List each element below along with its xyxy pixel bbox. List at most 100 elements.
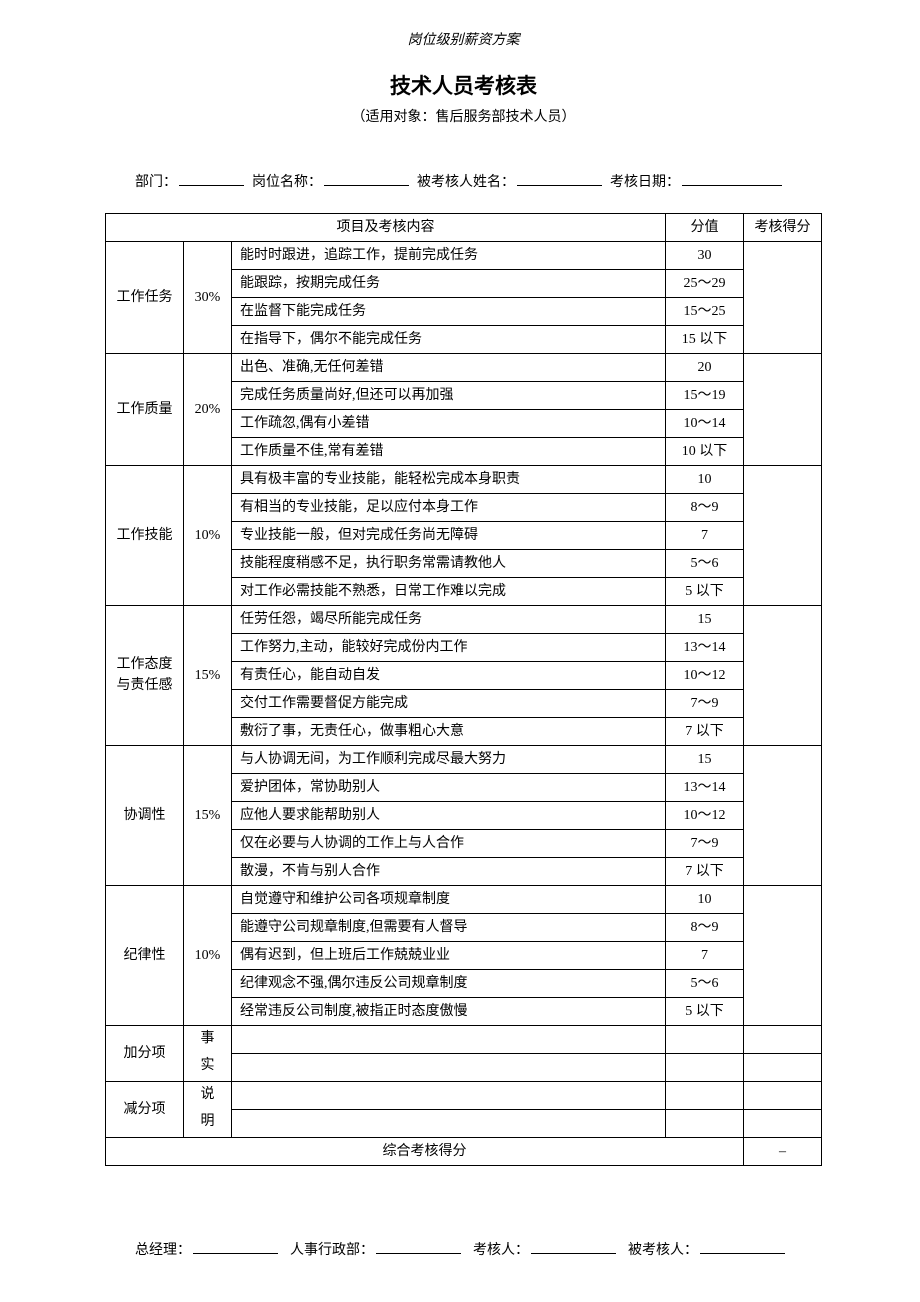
desc-cell: 散漫，不肯与别人合作 bbox=[232, 857, 666, 885]
assessee-input-line[interactable] bbox=[700, 1236, 785, 1254]
desc-cell: 与人协调无间，为工作顺利完成尽最大努力 bbox=[232, 745, 666, 773]
score-cell: 5～6 bbox=[666, 549, 744, 577]
adjustment-result-cell[interactable] bbox=[744, 1053, 822, 1081]
date-field: 考核日期： bbox=[610, 168, 782, 193]
hr-label: 人事行政部： bbox=[290, 1240, 374, 1261]
adjustment-row: 减分项说 bbox=[106, 1081, 822, 1109]
score-cell: 30 bbox=[666, 241, 744, 269]
category-cell: 工作态度与责任感 bbox=[106, 605, 184, 745]
score-cell: 10～12 bbox=[666, 801, 744, 829]
adjustment-desc-cell[interactable] bbox=[232, 1109, 666, 1137]
position-label: 岗位名称： bbox=[252, 172, 322, 193]
desc-cell: 有责任心，能自动自发 bbox=[232, 661, 666, 689]
table-row: 工作质量20%出色、准确,无任何差错20 bbox=[106, 353, 822, 381]
adjustment-desc-cell[interactable] bbox=[232, 1025, 666, 1053]
fact-char-cell: 事 bbox=[184, 1025, 232, 1053]
score-cell: 7 bbox=[666, 521, 744, 549]
score-cell: 10 bbox=[666, 465, 744, 493]
name-input-line[interactable] bbox=[517, 168, 602, 186]
header-score: 分值 bbox=[666, 213, 744, 241]
score-cell: 7 以下 bbox=[666, 717, 744, 745]
assessor-label: 考核人： bbox=[473, 1240, 529, 1261]
weight-cell: 30% bbox=[184, 241, 232, 353]
page-subtitle: （适用对象：售后服务部技术人员） bbox=[105, 107, 822, 128]
score-cell: 5 以下 bbox=[666, 997, 744, 1025]
desc-cell: 纪律观念不强,偶尔违反公司规章制度 bbox=[232, 969, 666, 997]
adjustment-result-cell[interactable] bbox=[744, 1025, 822, 1053]
result-cell[interactable] bbox=[744, 241, 822, 353]
adjustment-row: 明 bbox=[106, 1109, 822, 1137]
score-cell: 7～9 bbox=[666, 829, 744, 857]
category-cell: 工作质量 bbox=[106, 353, 184, 465]
adjustment-result-cell[interactable] bbox=[744, 1081, 822, 1109]
table-row: 纪律性10%自觉遵守和维护公司各项规章制度10 bbox=[106, 885, 822, 913]
assessment-table: 项目及考核内容 分值 考核得分 工作任务30%能时时跟进，追踪工作，提前完成任务… bbox=[105, 213, 822, 1166]
result-cell[interactable] bbox=[744, 605, 822, 745]
score-cell: 15～19 bbox=[666, 381, 744, 409]
desc-cell: 仅在必要与人协调的工作上与人合作 bbox=[232, 829, 666, 857]
date-input-line[interactable] bbox=[682, 168, 782, 186]
category-cell: 工作技能 bbox=[106, 465, 184, 605]
adjustment-desc-cell[interactable] bbox=[232, 1053, 666, 1081]
desc-cell: 具有极丰富的专业技能，能轻松完成本身职责 bbox=[232, 465, 666, 493]
adjustment-result-cell[interactable] bbox=[744, 1109, 822, 1137]
score-cell: 8～9 bbox=[666, 913, 744, 941]
desc-cell: 专业技能一般，但对完成任务尚无障碍 bbox=[232, 521, 666, 549]
assessor-field: 考核人： bbox=[473, 1236, 616, 1261]
result-cell[interactable] bbox=[744, 353, 822, 465]
adjustment-score-cell[interactable] bbox=[666, 1081, 744, 1109]
total-value: – bbox=[744, 1137, 822, 1165]
header-result: 考核得分 bbox=[744, 213, 822, 241]
adjustment-desc-cell[interactable] bbox=[232, 1081, 666, 1109]
gm-input-line[interactable] bbox=[193, 1236, 278, 1254]
page-title: 技术人员考核表 bbox=[105, 71, 822, 103]
dept-label: 部门： bbox=[135, 172, 177, 193]
score-cell: 13～14 bbox=[666, 633, 744, 661]
hr-field: 人事行政部： bbox=[290, 1236, 461, 1261]
result-cell[interactable] bbox=[744, 465, 822, 605]
name-label: 被考核人姓名： bbox=[417, 172, 515, 193]
adjustment-row: 实 bbox=[106, 1053, 822, 1081]
score-cell: 15 bbox=[666, 605, 744, 633]
category-cell: 协调性 bbox=[106, 745, 184, 885]
position-field: 岗位名称： bbox=[252, 168, 409, 193]
score-cell: 8～9 bbox=[666, 493, 744, 521]
header-content: 项目及考核内容 bbox=[106, 213, 666, 241]
desc-cell: 在监督下能完成任务 bbox=[232, 297, 666, 325]
dept-field: 部门： bbox=[135, 168, 244, 193]
bonus-label: 加分项 bbox=[106, 1025, 184, 1081]
weight-cell: 15% bbox=[184, 605, 232, 745]
score-cell: 15～25 bbox=[666, 297, 744, 325]
dept-input-line[interactable] bbox=[179, 168, 244, 186]
desc-cell: 技能程度稍感不足，执行职务常需请教他人 bbox=[232, 549, 666, 577]
fact-char-cell: 说 bbox=[184, 1081, 232, 1109]
score-cell: 13～14 bbox=[666, 773, 744, 801]
fact-char-cell: 明 bbox=[184, 1109, 232, 1137]
info-row: 部门： 岗位名称： 被考核人姓名： 考核日期： bbox=[135, 168, 822, 193]
desc-cell: 能时时跟进，追踪工作，提前完成任务 bbox=[232, 241, 666, 269]
adjustment-score-cell[interactable] bbox=[666, 1025, 744, 1053]
score-cell: 10～12 bbox=[666, 661, 744, 689]
adjustment-score-cell[interactable] bbox=[666, 1053, 744, 1081]
desc-cell: 能遵守公司规章制度,但需要有人督导 bbox=[232, 913, 666, 941]
assessee-field: 被考核人： bbox=[628, 1236, 785, 1261]
position-input-line[interactable] bbox=[324, 168, 409, 186]
desc-cell: 工作努力,主动，能较好完成份内工作 bbox=[232, 633, 666, 661]
result-cell[interactable] bbox=[744, 745, 822, 885]
hr-input-line[interactable] bbox=[376, 1236, 461, 1254]
desc-cell: 对工作必需技能不熟悉，日常工作难以完成 bbox=[232, 577, 666, 605]
doc-header: 岗位级别薪资方案 bbox=[105, 30, 822, 51]
table-row: 协调性15%与人协调无间，为工作顺利完成尽最大努力15 bbox=[106, 745, 822, 773]
desc-cell: 交付工作需要督促方能完成 bbox=[232, 689, 666, 717]
desc-cell: 经常违反公司制度,被指正时态度傲慢 bbox=[232, 997, 666, 1025]
result-cell[interactable] bbox=[744, 885, 822, 1025]
desc-cell: 有相当的专业技能，足以应付本身工作 bbox=[232, 493, 666, 521]
table-row: 工作态度与责任感15%任劳任怨，竭尽所能完成任务15 bbox=[106, 605, 822, 633]
desc-cell: 完成任务质量尚好,但还可以再加强 bbox=[232, 381, 666, 409]
adjustment-score-cell[interactable] bbox=[666, 1109, 744, 1137]
assessor-input-line[interactable] bbox=[531, 1236, 616, 1254]
score-cell: 15 以下 bbox=[666, 325, 744, 353]
date-label: 考核日期： bbox=[610, 172, 680, 193]
penalty-label: 减分项 bbox=[106, 1081, 184, 1137]
desc-cell: 工作疏忽,偶有小差错 bbox=[232, 409, 666, 437]
